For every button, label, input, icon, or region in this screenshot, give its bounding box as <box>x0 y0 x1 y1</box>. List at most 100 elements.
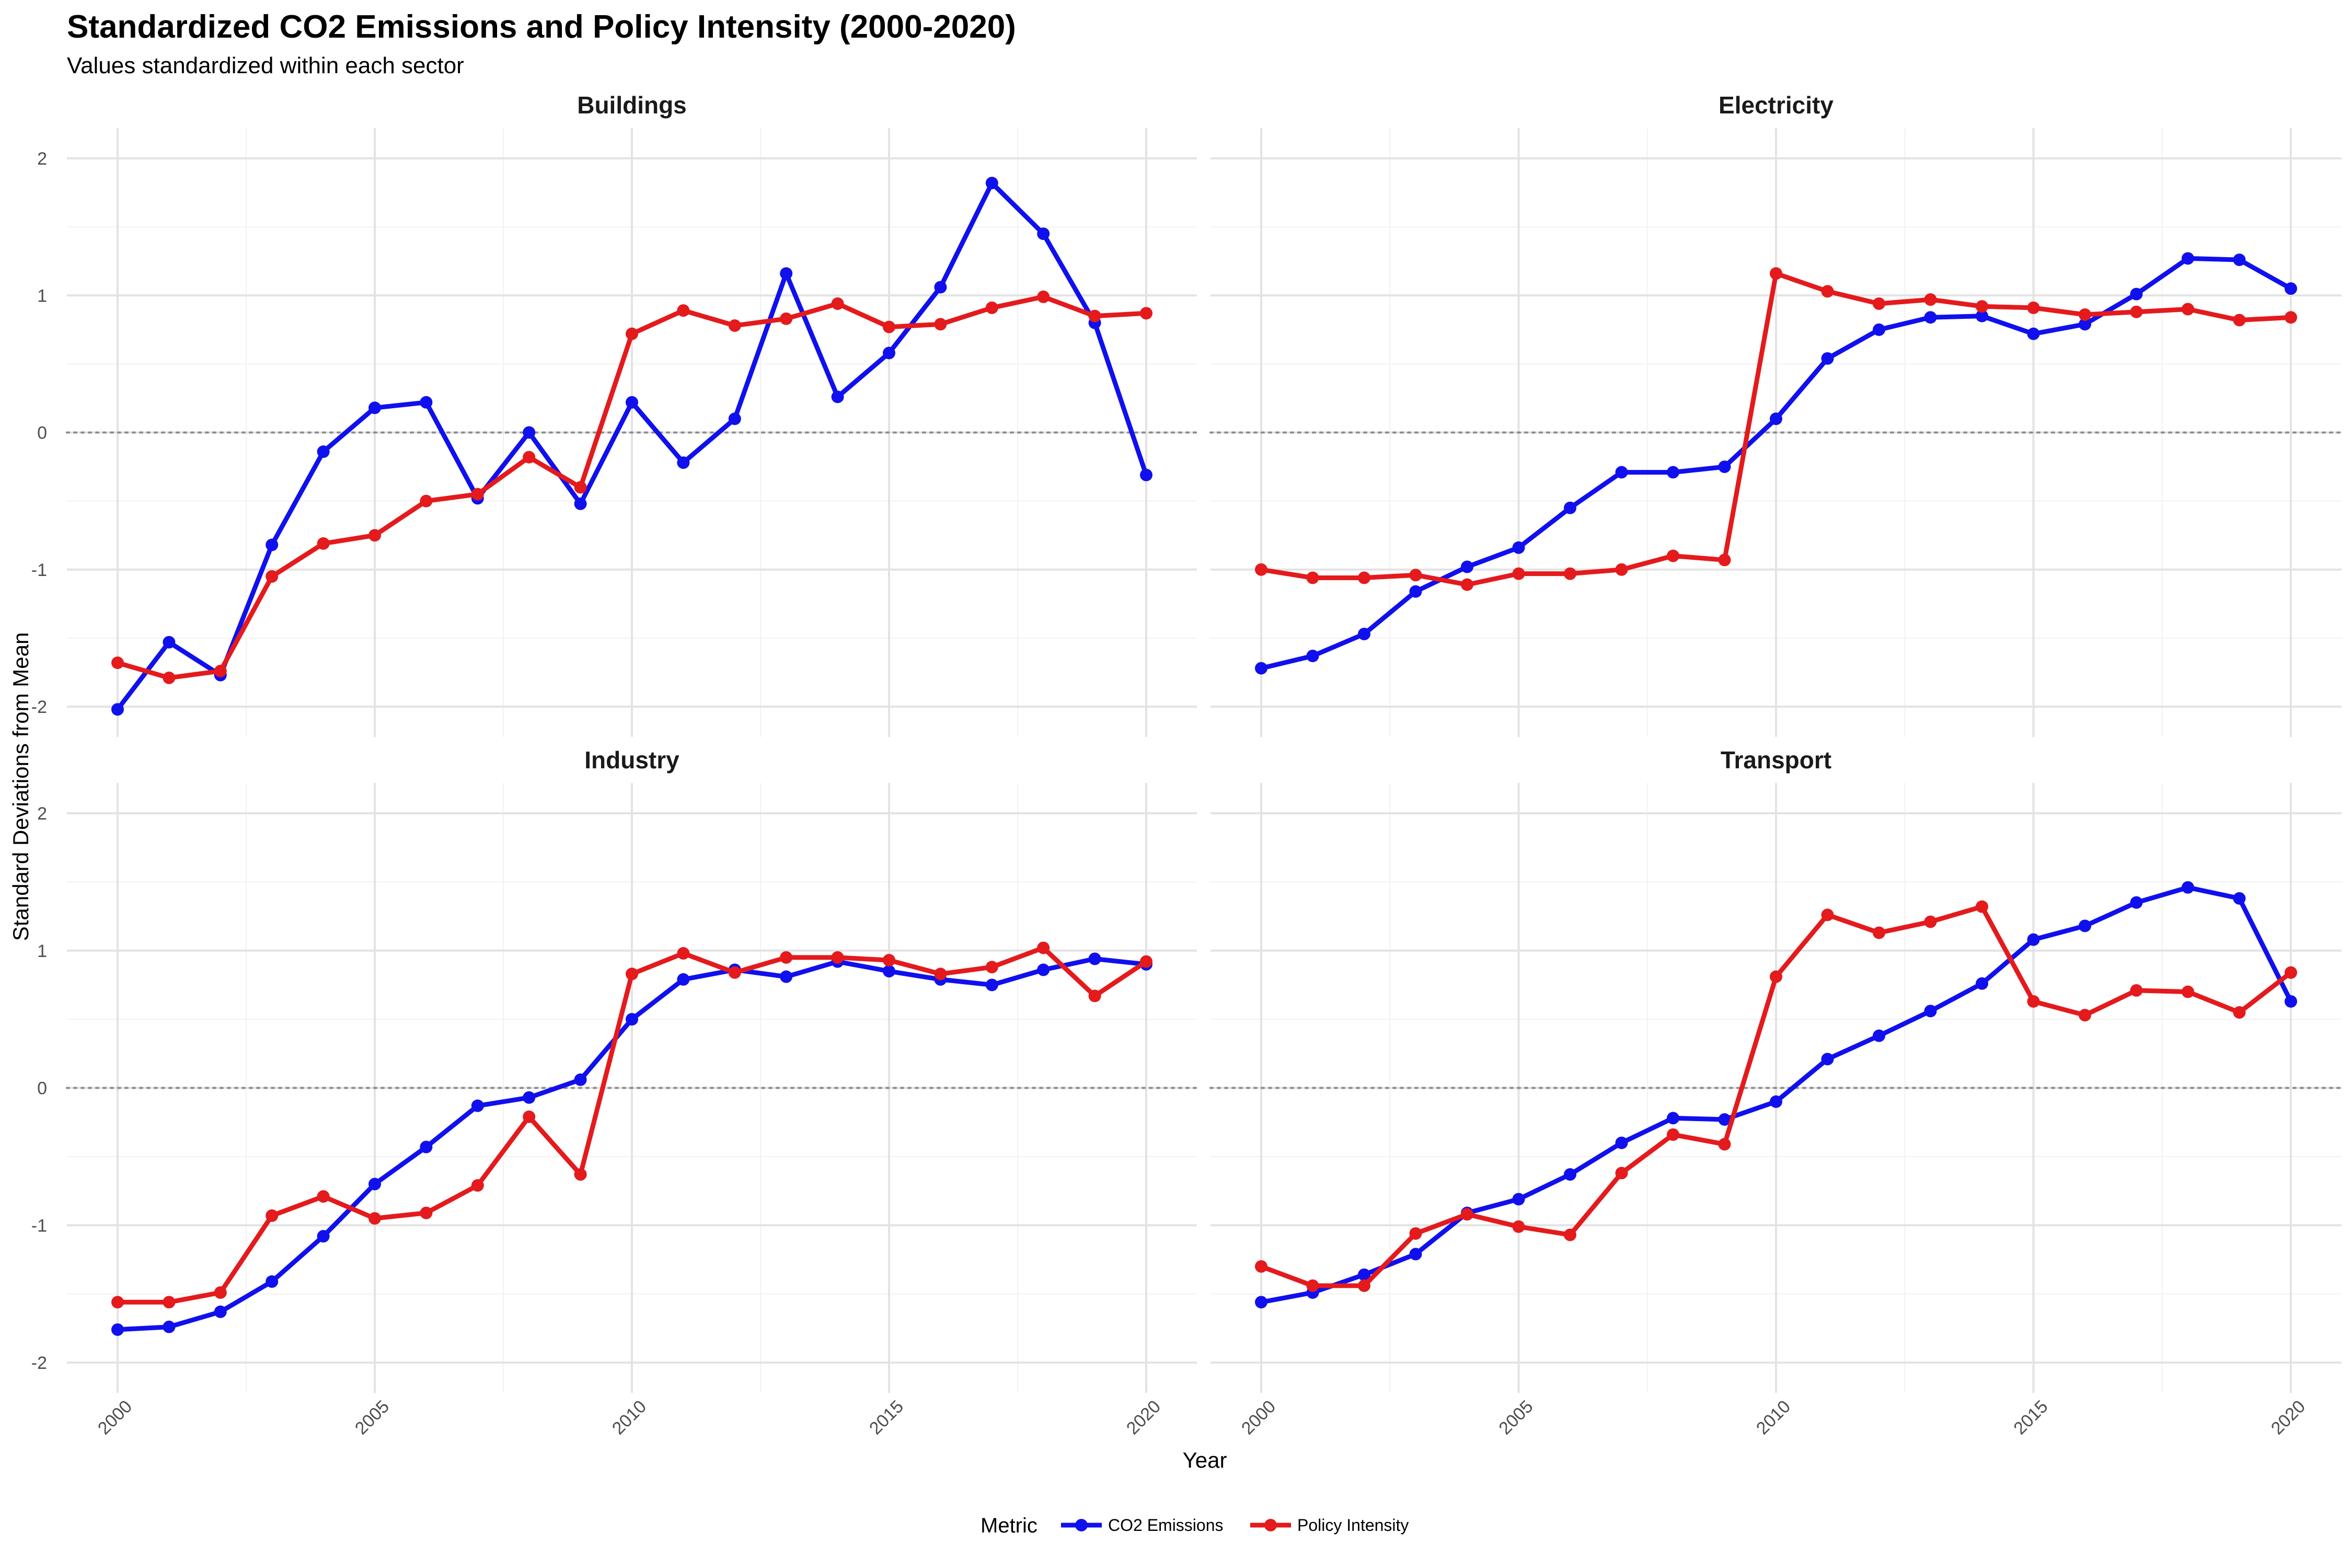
data-point-policy-intensity <box>1770 970 1782 983</box>
x-axis-title: Year <box>1183 1448 1227 1472</box>
data-point-policy-intensity <box>1667 549 1679 562</box>
data-point-co2-emissions <box>1037 963 1050 976</box>
x-tick-label: 2015 <box>866 1397 907 1438</box>
data-point-co2-emissions <box>728 412 741 425</box>
chart-subtitle: Values standardized within each sector <box>67 53 464 78</box>
data-point-co2-emissions <box>2182 252 2194 265</box>
data-point-policy-intensity <box>420 494 433 508</box>
data-point-policy-intensity <box>2130 305 2143 318</box>
x-tick-label: 2005 <box>351 1397 393 1438</box>
data-point-co2-emissions <box>368 1178 381 1191</box>
data-point-co2-emissions <box>1667 1112 1679 1125</box>
y-tick-label: 1 <box>37 286 47 306</box>
legend-label-policy-intensity: Policy Intensity <box>1297 1516 1409 1535</box>
data-point-policy-intensity <box>1718 1138 1731 1151</box>
data-point-co2-emissions <box>1615 1136 1628 1149</box>
data-point-co2-emissions <box>368 401 381 414</box>
data-point-co2-emissions <box>1667 466 1679 479</box>
legend-label-co2-emissions: CO2 Emissions <box>1108 1516 1224 1535</box>
data-point-policy-intensity <box>2027 301 2040 314</box>
data-point-co2-emissions <box>1770 1095 1782 1108</box>
data-point-policy-intensity <box>883 954 895 967</box>
data-point-co2-emissions <box>2130 287 2143 301</box>
data-point-policy-intensity <box>2233 1006 2246 1019</box>
data-point-co2-emissions <box>266 1275 279 1288</box>
panels-layer: Buildings -2 -1 0 1 2 Electricity Industry -2 -1 0… <box>31 91 2343 1438</box>
data-point-co2-emissions <box>677 973 690 986</box>
data-point-policy-intensity <box>677 304 690 317</box>
data-point-policy-intensity <box>1461 1208 1473 1221</box>
data-point-policy-intensity <box>574 1168 587 1181</box>
data-point-policy-intensity <box>163 671 176 684</box>
data-point-co2-emissions <box>1358 1268 1370 1281</box>
data-point-policy-intensity <box>1255 1260 1267 1273</box>
data-point-policy-intensity <box>1358 571 1370 584</box>
panel-buildings: Buildings -2 -1 0 1 2 <box>31 91 1198 737</box>
data-point-co2-emissions <box>1461 560 1473 573</box>
x-tick-label: 2020 <box>1123 1397 1165 1438</box>
data-point-policy-intensity <box>1461 578 1473 591</box>
data-point-co2-emissions <box>2079 318 2091 331</box>
data-point-policy-intensity <box>2182 985 2194 998</box>
data-point-co2-emissions <box>1718 1113 1731 1126</box>
data-point-policy-intensity <box>1976 900 1988 913</box>
data-point-co2-emissions <box>1140 468 1152 481</box>
data-point-policy-intensity <box>1306 571 1319 584</box>
data-point-co2-emissions <box>523 1091 536 1104</box>
data-point-policy-intensity <box>214 664 227 677</box>
data-point-policy-intensity <box>420 1206 433 1219</box>
data-point-co2-emissions <box>1976 977 1988 990</box>
data-point-policy-intensity <box>2233 314 2246 327</box>
data-point-policy-intensity <box>1924 293 1937 306</box>
data-point-policy-intensity <box>1037 941 1050 954</box>
data-point-policy-intensity <box>1088 309 1101 322</box>
legend-title: Metric <box>981 1514 1037 1537</box>
data-point-policy-intensity <box>728 319 741 332</box>
data-point-policy-intensity <box>214 1286 227 1299</box>
data-point-co2-emissions <box>420 1140 433 1154</box>
data-point-co2-emissions <box>2130 896 2143 909</box>
data-point-policy-intensity <box>780 951 793 964</box>
data-point-policy-intensity <box>574 481 587 494</box>
y-axis-title: Standard Deviations from Mean <box>8 632 33 941</box>
data-point-co2-emissions <box>677 456 690 469</box>
data-point-co2-emissions <box>317 1230 330 1243</box>
data-point-policy-intensity <box>368 529 381 542</box>
data-point-policy-intensity <box>1140 307 1152 320</box>
data-point-co2-emissions <box>1821 1053 1834 1066</box>
x-tick-label: 2020 <box>2267 1397 2309 1438</box>
data-point-policy-intensity <box>1564 567 1576 580</box>
data-point-co2-emissions <box>626 1013 638 1026</box>
data-point-policy-intensity <box>317 537 330 550</box>
data-point-policy-intensity <box>1140 955 1152 968</box>
data-point-co2-emissions <box>111 703 124 716</box>
y-tick-label: 2 <box>37 804 47 824</box>
data-point-co2-emissions <box>2027 327 2040 340</box>
data-point-co2-emissions <box>1924 311 1937 324</box>
x-tick-label: 2015 <box>2010 1397 2051 1438</box>
data-point-policy-intensity <box>626 327 638 340</box>
panel-industry: Industry -2 -1 0 1 2 2000 2005 2010 2015 2020 <box>31 746 1198 1438</box>
data-point-co2-emissions <box>1564 501 1576 514</box>
data-point-policy-intensity <box>523 451 536 464</box>
data-point-co2-emissions <box>214 1305 227 1318</box>
data-point-co2-emissions <box>2233 892 2246 905</box>
data-point-co2-emissions <box>1615 466 1628 479</box>
x-tick-label: 2000 <box>94 1397 136 1438</box>
data-point-co2-emissions <box>317 445 330 458</box>
data-point-co2-emissions <box>163 636 176 649</box>
data-point-co2-emissions <box>1409 585 1422 598</box>
legend: Metric CO2 Emissions Policy Intensity <box>981 1514 1409 1537</box>
data-point-policy-intensity <box>471 1179 484 1192</box>
data-point-co2-emissions <box>1409 1248 1422 1261</box>
data-point-co2-emissions <box>2285 995 2297 1008</box>
data-point-policy-intensity <box>266 570 279 583</box>
data-point-co2-emissions <box>1976 309 1988 322</box>
x-tick-label: 2010 <box>1753 1397 1794 1438</box>
y-tick-label: 0 <box>37 423 47 443</box>
data-point-policy-intensity <box>1409 1227 1422 1240</box>
data-point-co2-emissions <box>883 347 895 360</box>
data-point-policy-intensity <box>2027 995 2040 1008</box>
data-point-policy-intensity <box>266 1209 279 1222</box>
